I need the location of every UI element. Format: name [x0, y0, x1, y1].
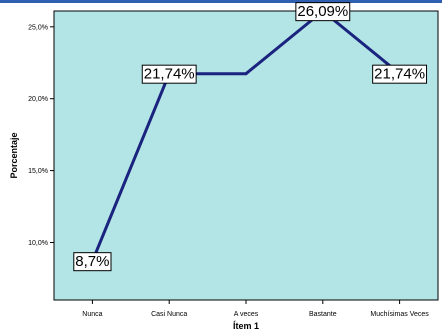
top-accent-strip: [0, 0, 442, 3]
x-axis-ticks: Nunca Casi Nunca A veces Bastante Muchísimas…: [82, 300, 429, 318]
data-label: 8,7%: [73, 252, 112, 272]
x-tick-label: Muchísimas Veces: [370, 311, 429, 318]
x-tick-label: Nunca: [82, 311, 102, 318]
plot-area: [53, 10, 439, 301]
y-tick-label: 20,0%: [28, 96, 48, 103]
data-label-box: [141, 64, 197, 84]
y-tick-label: 25,0%: [28, 24, 48, 31]
data-label-box: [73, 252, 112, 272]
x-tick-label: Casi Nunca: [151, 311, 187, 318]
data-label-text: 21,74%: [144, 66, 195, 83]
y-axis-title: Porcentaje: [9, 132, 19, 178]
y-axis-ticks: 10,0% 15,0% 20,0% 25,0%: [28, 24, 54, 247]
data-label-text: 26,09%: [297, 3, 348, 20]
data-label-box: [295, 2, 351, 22]
x-tick-label: Bastante: [309, 311, 337, 318]
data-label: 21,74%: [141, 64, 197, 84]
data-point: [244, 72, 248, 76]
data-label-text: 21,74%: [374, 66, 425, 83]
y-tick-label: 10,0%: [28, 240, 48, 247]
data-labels: 8,7% 21,74% 26,09% 21,74%: [73, 2, 428, 272]
y-tick-label: 15,0%: [28, 168, 48, 175]
data-label-text: 8,7%: [75, 253, 109, 270]
data-label: 21,74%: [372, 64, 428, 84]
x-tick-label: A veces: [234, 311, 259, 318]
data-label-box: [372, 64, 428, 84]
data-label: 26,09%: [295, 2, 351, 22]
x-axis-title: Ítem 1: [233, 321, 259, 331]
